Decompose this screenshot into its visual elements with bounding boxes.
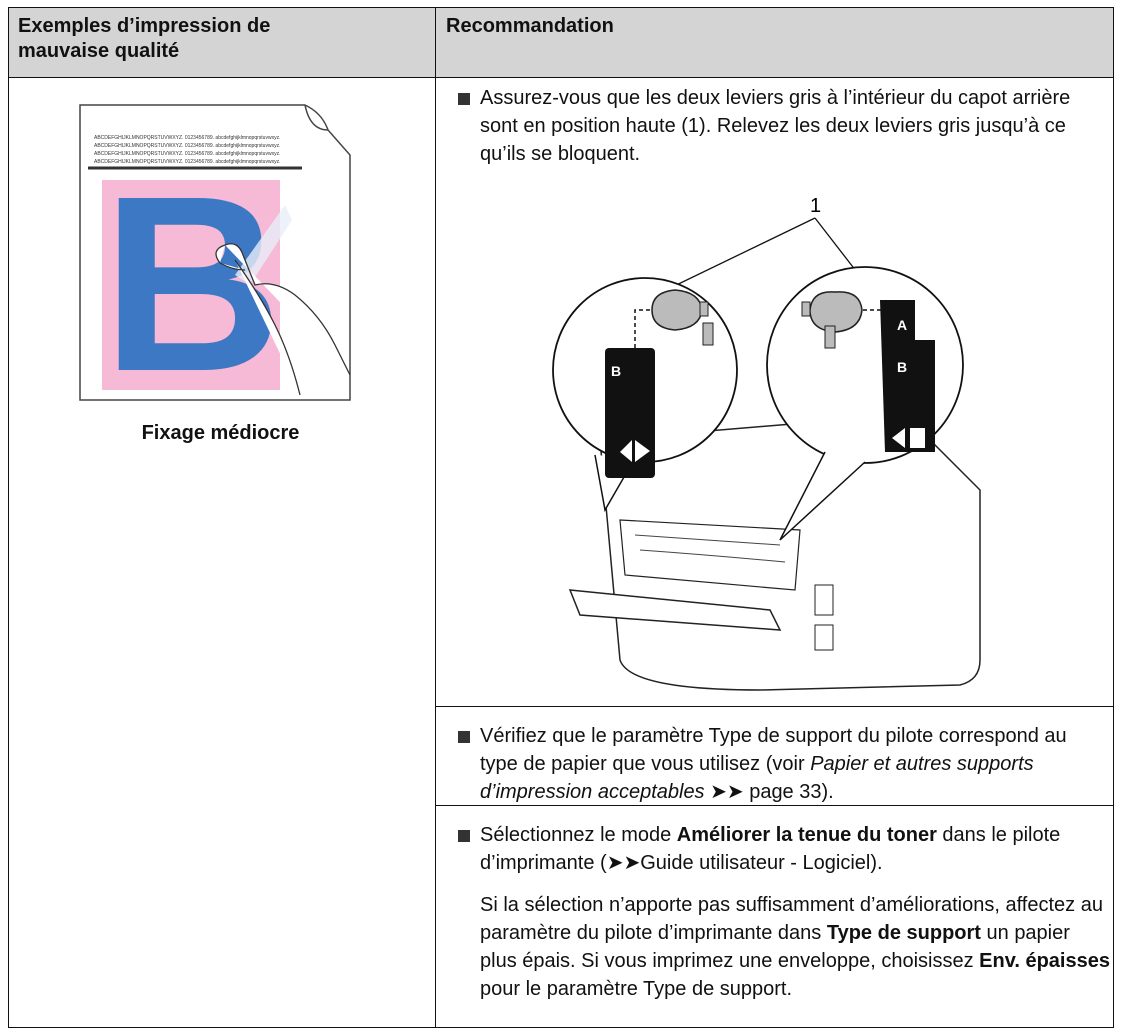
bullet [458,731,470,743]
border [8,77,1114,78]
text: dans le pilote d’imprimante (➤➤Guide uti… [480,824,1061,874]
border [435,706,1114,707]
column-header: Recommandation [446,15,614,37]
bold-text: Type de support [826,922,981,944]
caption: Fixage médiocre [141,422,300,444]
sample-text: ABCDEFGHIJKLMNOPQRSTUVWXYZ. 0123456789. … [94,143,280,149]
recommendation: Assurez-vous que les deux leviers gris à… [480,84,1105,168]
border [435,805,1114,806]
text: un papier plus épais. Si vous imprimez u… [480,922,1070,972]
text: Assurez-vous que les deux leviers gris à… [480,87,1071,165]
lever-label: B [897,359,907,375]
text: Si la sélection n’apporte pas suffisamme… [480,894,1103,944]
text: pour le paramètre Type de support. [480,978,793,1000]
bullet [458,93,470,105]
text: Vérifiez que le paramètre Type de suppor… [480,725,1067,775]
print-sample: ABCDEFGHIJKLMNOPQRSTUVWXYZ. 0123456789. … [79,104,351,415]
column-header: Exemples d’impression de mauvaise qualit… [18,15,271,62]
border [8,1027,1114,1028]
border [435,7,436,1028]
paragraph: Vérifiez que le paramètre Type de suppor… [480,722,1110,806]
recommendation: Vérifiez que le paramètre Type de suppor… [480,722,1110,806]
border [8,7,1114,8]
bold-text: Améliorer la tenue du toner [676,824,937,846]
sample-text: ABCDEFGHIJKLMNOPQRSTUVWXYZ. 0123456789. … [94,151,280,157]
paragraph: Si la sélection n’apporte pas suffisamme… [480,891,1110,1003]
border [8,7,9,1028]
sample-text: ABCDEFGHIJKLMNOPQRSTUVWXYZ. 0123456789. … [94,135,280,141]
sample-text: ABCDEFGHIJKLMNOPQRSTUVWXYZ. 0123456789. … [94,159,280,165]
paragraph: Sélectionnez le mode Améliorer la tenue … [480,821,1110,877]
header-row [8,7,1114,77]
lever-label: A [897,317,907,333]
bold-text: Env. épaisses [979,950,1110,972]
text: Sélectionnez le mode [480,824,677,846]
lever-label: B [611,363,621,379]
callout-label: 1 [810,195,821,217]
bullet [458,830,470,842]
paragraph: Assurez-vous que les deux leviers gris à… [480,84,1105,168]
italic-text: Papier et autres supports d’impression a… [480,753,1034,803]
text: ➤➤ page 33). [704,781,834,803]
recommendation: Sélectionnez le mode Améliorer la tenue … [480,821,1110,1003]
printer-figure: 1 B A B [552,195,981,691]
border [1113,7,1114,1028]
